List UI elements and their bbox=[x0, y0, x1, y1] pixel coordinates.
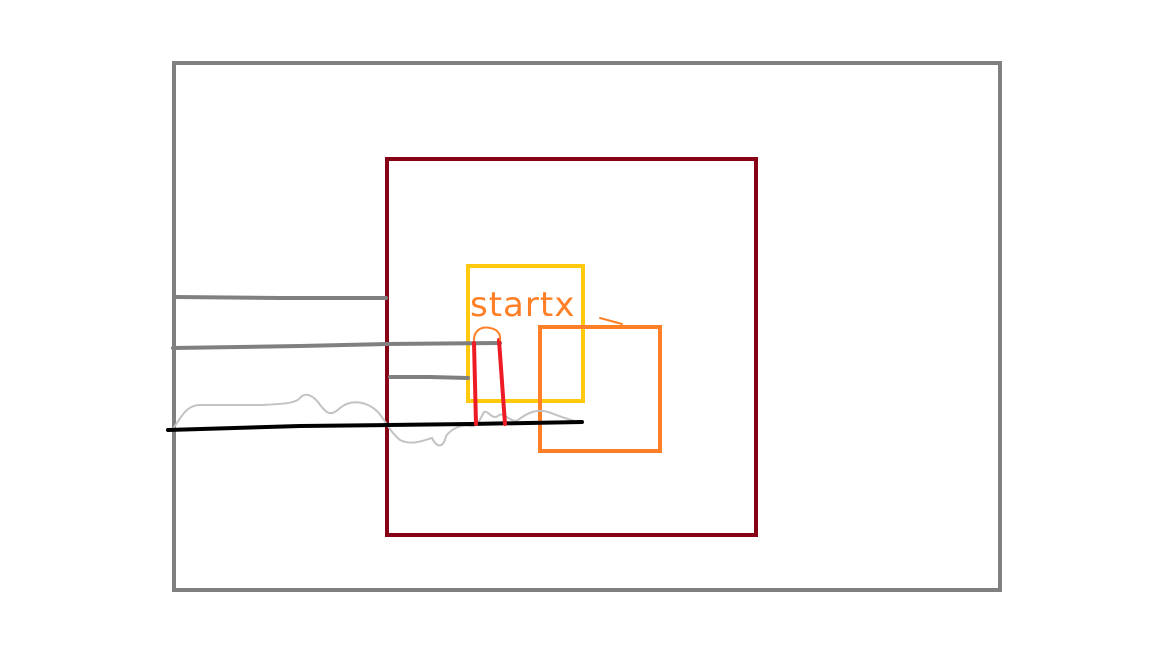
connector-line-short bbox=[388, 375, 470, 380]
outer-frame bbox=[172, 61, 1002, 592]
connector-line-middle bbox=[171, 341, 502, 350]
marker-arc bbox=[473, 326, 502, 341]
yellow-box bbox=[466, 264, 585, 403]
annotation-startx: startx bbox=[470, 285, 575, 325]
connector-line-top bbox=[174, 295, 388, 300]
annotation-underline bbox=[599, 317, 623, 325]
orange-box bbox=[538, 325, 662, 453]
inner-square bbox=[385, 157, 758, 537]
wavy-line bbox=[171, 393, 581, 447]
red-marker bbox=[472, 338, 507, 426]
baseline bbox=[166, 420, 584, 432]
